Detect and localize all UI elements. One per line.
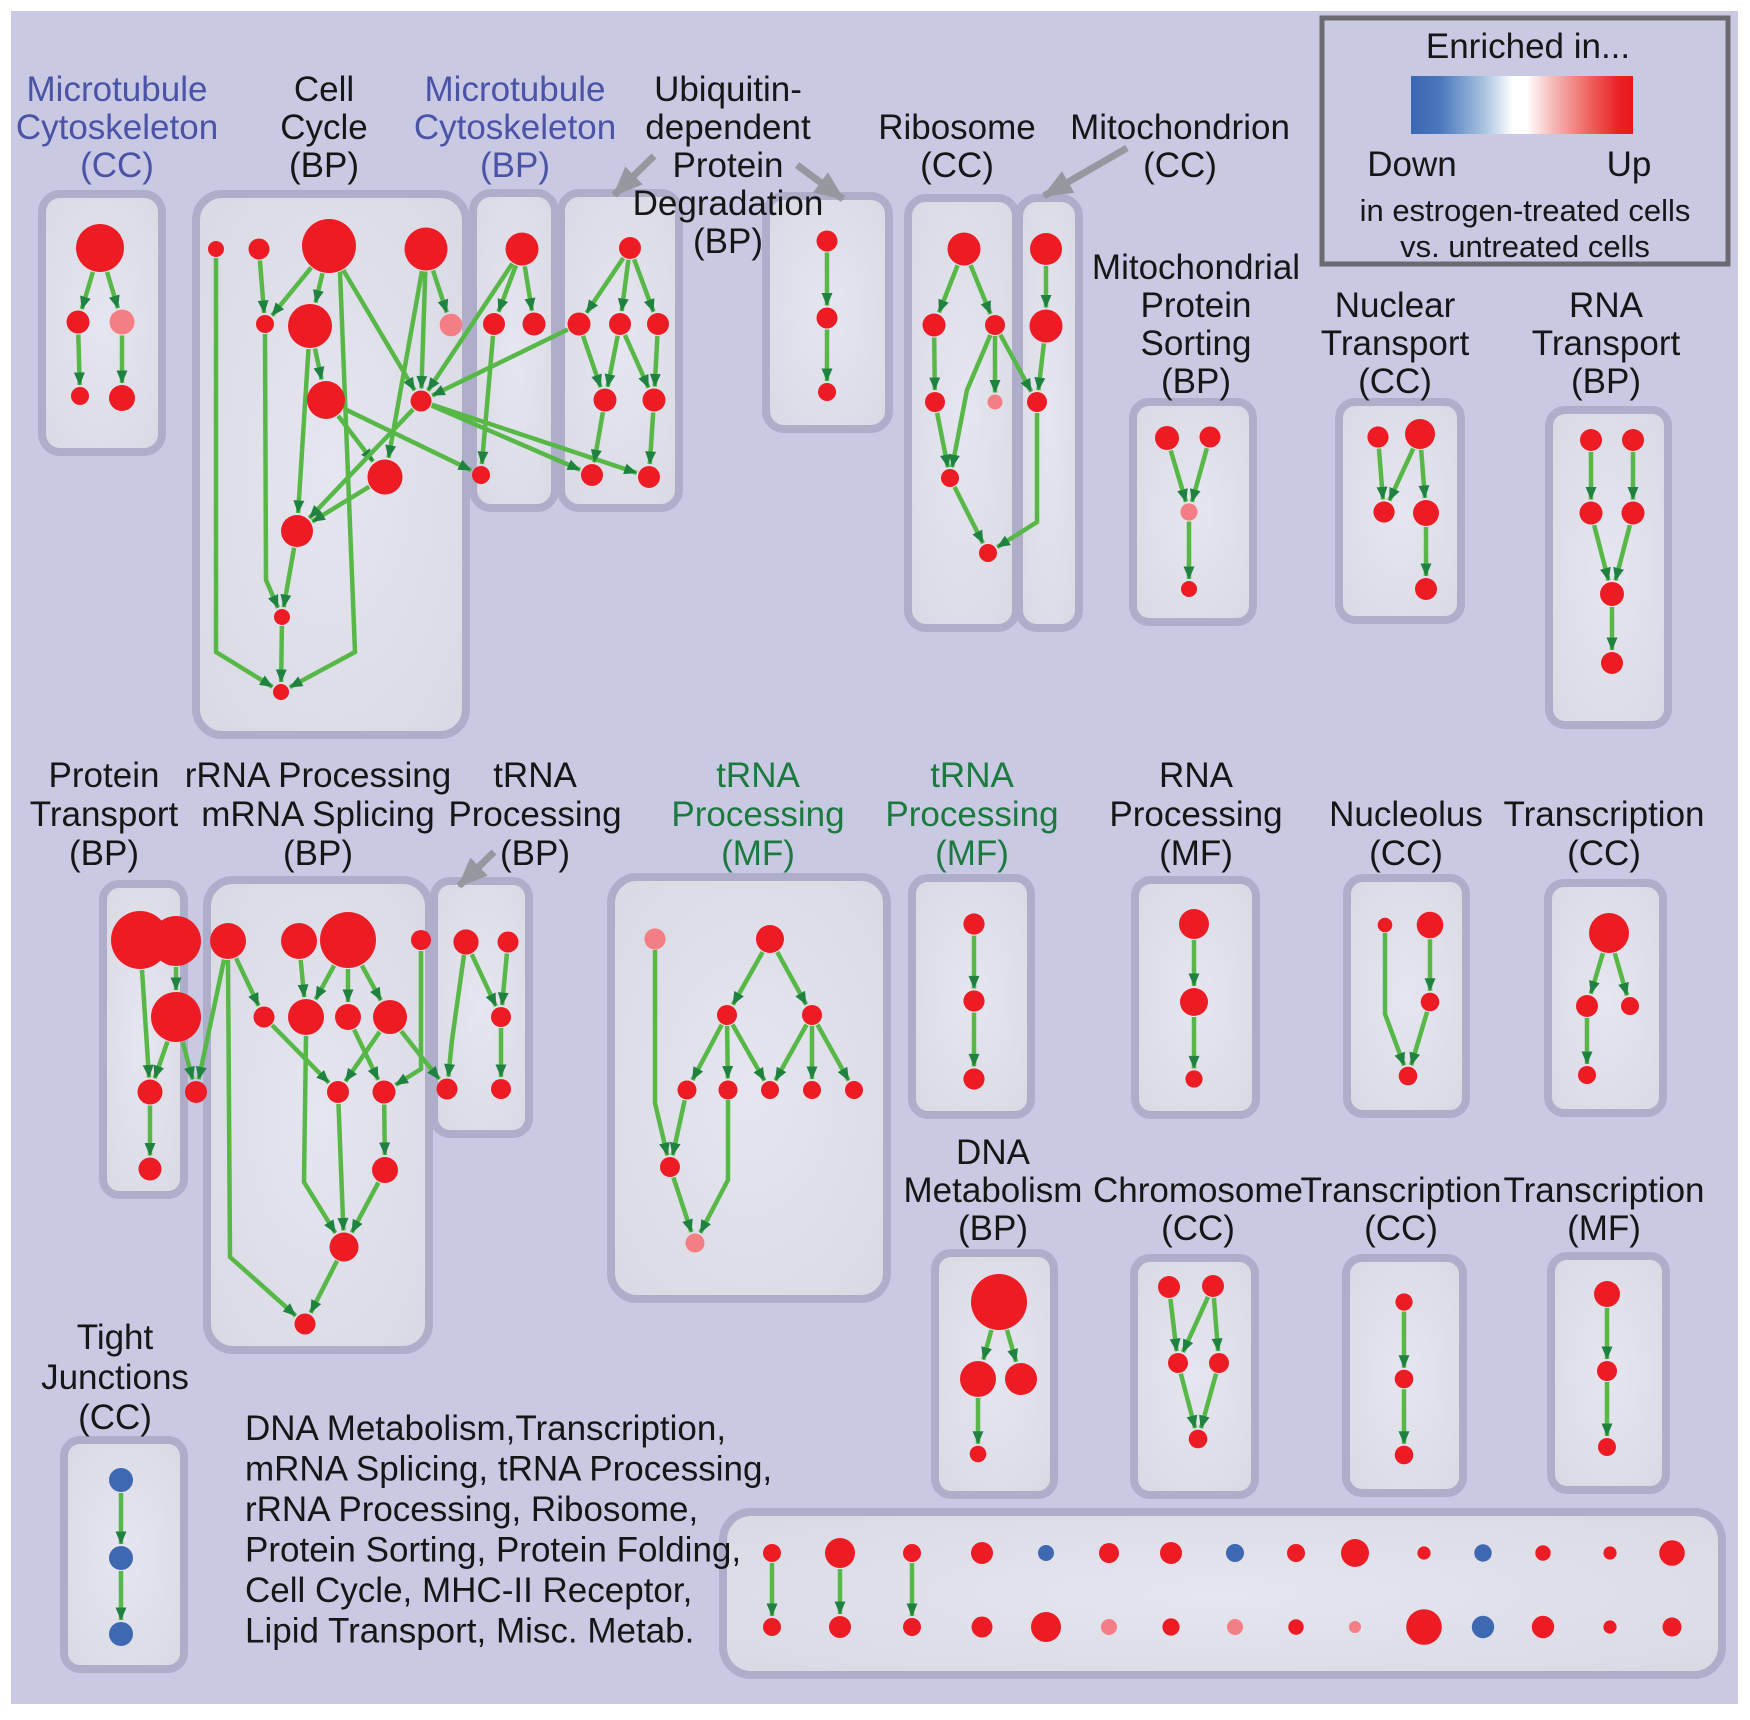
svg-text:Processing: Processing bbox=[1109, 795, 1282, 834]
svg-text:(MF): (MF) bbox=[935, 834, 1009, 873]
svg-text:RNA: RNA bbox=[1159, 756, 1234, 795]
svg-text:Transport: Transport bbox=[1321, 324, 1470, 363]
svg-text:tRNA: tRNA bbox=[716, 756, 800, 795]
svg-text:Chromosome: Chromosome bbox=[1093, 1171, 1303, 1210]
svg-text:tRNA: tRNA bbox=[493, 756, 577, 795]
svg-text:in estrogen-treated cells: in estrogen-treated cells bbox=[1360, 193, 1691, 228]
svg-text:Transcription: Transcription bbox=[1504, 795, 1705, 834]
svg-text:Up: Up bbox=[1607, 145, 1652, 184]
svg-text:Protein Sorting, Protein Foldi: Protein Sorting, Protein Folding, bbox=[245, 1531, 741, 1570]
svg-text:(BP): (BP) bbox=[289, 146, 359, 185]
svg-text:(CC): (CC) bbox=[1369, 834, 1443, 873]
svg-text:Mitochondrion: Mitochondrion bbox=[1070, 108, 1290, 147]
svg-text:Cell Cycle, MHC-II Receptor,: Cell Cycle, MHC-II Receptor, bbox=[245, 1571, 692, 1610]
svg-text:Nuclear: Nuclear bbox=[1335, 286, 1456, 325]
svg-text:(MF): (MF) bbox=[1567, 1209, 1641, 1248]
svg-text:Processing: Processing bbox=[885, 795, 1058, 834]
svg-text:rRNA Processing: rRNA Processing bbox=[185, 756, 451, 795]
svg-text:(BP): (BP) bbox=[69, 834, 139, 873]
svg-text:(BP): (BP) bbox=[958, 1209, 1028, 1248]
svg-text:(CC): (CC) bbox=[1143, 146, 1217, 185]
svg-text:Protein: Protein bbox=[673, 146, 784, 185]
svg-text:DNA: DNA bbox=[956, 1133, 1031, 1172]
svg-text:Nucleolus: Nucleolus bbox=[1329, 795, 1483, 834]
svg-text:(BP): (BP) bbox=[480, 146, 550, 185]
svg-text:Cell: Cell bbox=[294, 70, 354, 109]
svg-text:mRNA Splicing, tRNA Processing: mRNA Splicing, tRNA Processing, bbox=[245, 1450, 772, 1489]
svg-text:Sorting: Sorting bbox=[1141, 324, 1252, 363]
svg-text:Lipid Transport, Misc. Metab.: Lipid Transport, Misc. Metab. bbox=[245, 1612, 694, 1651]
svg-text:vs. untreated cells: vs. untreated cells bbox=[1400, 229, 1650, 264]
svg-text:Microtubule: Microtubule bbox=[27, 70, 208, 109]
svg-text:Processing: Processing bbox=[671, 795, 844, 834]
svg-text:Transport: Transport bbox=[1532, 324, 1681, 363]
svg-text:Transcription: Transcription bbox=[1504, 1171, 1705, 1210]
svg-text:Ribosome: Ribosome bbox=[878, 108, 1036, 147]
svg-text:RNA: RNA bbox=[1569, 286, 1644, 325]
svg-text:Microtubule: Microtubule bbox=[425, 70, 606, 109]
svg-text:Metabolism: Metabolism bbox=[904, 1171, 1083, 1210]
svg-text:dependent: dependent bbox=[645, 108, 811, 147]
svg-text:(BP): (BP) bbox=[693, 222, 763, 261]
svg-text:DNA Metabolism,Transcription,: DNA Metabolism,Transcription, bbox=[245, 1409, 726, 1448]
svg-text:(CC): (CC) bbox=[1364, 1209, 1438, 1248]
svg-text:rRNA Processing, Ribosome,: rRNA Processing, Ribosome, bbox=[245, 1490, 698, 1529]
svg-text:Cytoskeleton: Cytoskeleton bbox=[414, 108, 616, 147]
svg-text:Ubiquitin-: Ubiquitin- bbox=[654, 70, 802, 109]
svg-text:(CC): (CC) bbox=[1161, 1209, 1235, 1248]
svg-text:Enriched in...: Enriched in... bbox=[1426, 27, 1630, 66]
svg-text:Transcription: Transcription bbox=[1301, 1171, 1502, 1210]
svg-text:(BP): (BP) bbox=[1161, 362, 1231, 401]
svg-text:Junctions: Junctions bbox=[41, 1358, 189, 1397]
svg-text:(BP): (BP) bbox=[283, 834, 353, 873]
svg-text:(CC): (CC) bbox=[80, 146, 154, 185]
svg-text:Mitochondrial: Mitochondrial bbox=[1092, 248, 1300, 287]
svg-text:Cycle: Cycle bbox=[280, 108, 368, 147]
svg-text:(MF): (MF) bbox=[1159, 834, 1233, 873]
svg-text:(BP): (BP) bbox=[500, 834, 570, 873]
svg-text:Degradation: Degradation bbox=[633, 184, 824, 223]
svg-text:(CC): (CC) bbox=[920, 146, 994, 185]
svg-text:Cytoskeleton: Cytoskeleton bbox=[16, 108, 218, 147]
svg-text:(CC): (CC) bbox=[1358, 362, 1432, 401]
svg-text:Protein: Protein bbox=[1141, 286, 1252, 325]
svg-text:tRNA: tRNA bbox=[930, 756, 1014, 795]
svg-text:(CC): (CC) bbox=[78, 1398, 152, 1437]
svg-text:(CC): (CC) bbox=[1567, 834, 1641, 873]
svg-text:Down: Down bbox=[1367, 145, 1456, 184]
svg-text:Processing: Processing bbox=[448, 795, 621, 834]
svg-text:Protein: Protein bbox=[49, 756, 160, 795]
svg-text:mRNA Splicing: mRNA Splicing bbox=[201, 795, 434, 834]
svg-text:Tight: Tight bbox=[77, 1318, 154, 1357]
svg-text:(MF): (MF) bbox=[721, 834, 795, 873]
svg-text:(BP): (BP) bbox=[1571, 362, 1641, 401]
svg-text:Transport: Transport bbox=[30, 795, 179, 834]
